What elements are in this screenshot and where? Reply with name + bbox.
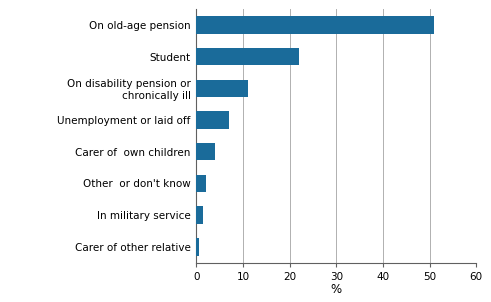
- Bar: [196, 80, 247, 97]
- Bar: [196, 238, 199, 255]
- Bar: [196, 111, 229, 129]
- Bar: [196, 207, 203, 224]
- Bar: [196, 175, 206, 192]
- Bar: [196, 143, 215, 160]
- Bar: [196, 48, 299, 65]
- X-axis label: %: %: [331, 283, 342, 296]
- Bar: [196, 16, 434, 34]
